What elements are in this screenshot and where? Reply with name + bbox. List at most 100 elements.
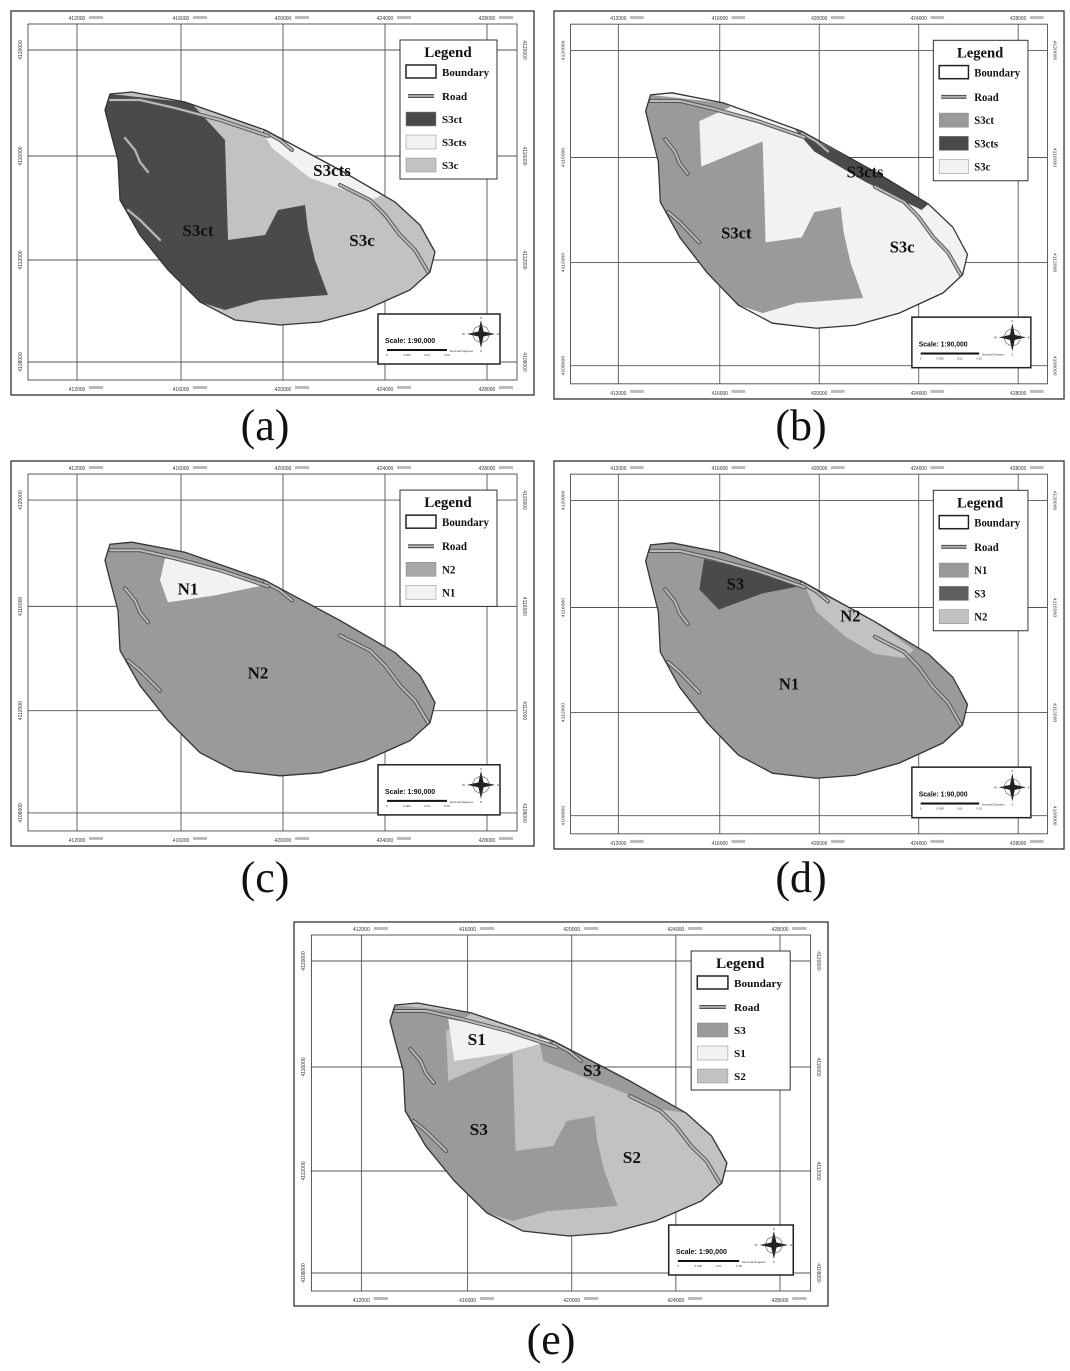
y-tick-label-right: 4112000 bbox=[521, 250, 527, 269]
suitability-zones bbox=[645, 542, 968, 779]
x-tick-label-top: 428000 bbox=[479, 16, 496, 22]
legend-swatch-boundary bbox=[938, 514, 970, 530]
legend-label: S3 bbox=[734, 1025, 746, 1037]
tick-bar bbox=[193, 466, 207, 470]
y-tick-label-left: 4108000 bbox=[561, 806, 567, 826]
x-tick-label-bottom: 412000 bbox=[69, 838, 86, 844]
compass-star bbox=[998, 323, 1026, 352]
x-tick-label-top: 420000 bbox=[811, 16, 827, 22]
map-b: 412000 412000 416000 416000 420000 420000 4240… bbox=[553, 10, 1065, 400]
y-tick-label-left: 4112000 bbox=[301, 1161, 307, 1180]
y-tick-label-left: 4116000 bbox=[561, 148, 567, 167]
zone-label: S3cts bbox=[847, 162, 884, 181]
map-a: 412000 412000 416000 416000 420000 420000 4240… bbox=[10, 10, 535, 396]
legend-label-boundary: Boundary bbox=[974, 518, 1020, 530]
map-d: 412000 412000 416000 416000 420000 420000 4240… bbox=[553, 460, 1065, 850]
road-line-inner bbox=[394, 1010, 558, 1048]
tick-bar bbox=[630, 16, 644, 20]
study-area-boundary bbox=[644, 542, 969, 779]
zone-label: S3 bbox=[470, 1120, 488, 1139]
caption-b: (b) bbox=[775, 401, 827, 450]
x-tick-label-bottom: 424000 bbox=[377, 838, 394, 844]
zone-label: S3cts bbox=[313, 161, 351, 180]
scale-bar bbox=[387, 799, 447, 802]
scale-note: Decimal Degrees bbox=[742, 1260, 766, 1264]
x-tick-label-bottom: 420000 bbox=[275, 387, 292, 393]
tick-bar bbox=[397, 386, 411, 389]
scale-unit: 0.01 bbox=[957, 807, 963, 811]
legend-swatch bbox=[938, 112, 969, 128]
tick-bar bbox=[295, 16, 309, 19]
legend-box bbox=[932, 39, 1029, 182]
compass-s: S bbox=[1011, 352, 1013, 356]
scale-text: Scale: 1:90,000 bbox=[385, 789, 435, 796]
tick-bar bbox=[930, 839, 945, 843]
y-tick-label-right: 4108000 bbox=[1051, 356, 1057, 376]
legend-label: S3cts bbox=[442, 137, 467, 149]
x-tick-label-top: 424000 bbox=[667, 927, 684, 933]
tick-bar bbox=[731, 839, 746, 843]
y-tick-label-right: 4112000 bbox=[1051, 703, 1057, 722]
tick-bar bbox=[731, 466, 746, 470]
scale-unit: 0.01 bbox=[424, 804, 430, 808]
zone-label: N1 bbox=[178, 579, 199, 598]
y-tick-label-left: 4112000 bbox=[18, 250, 24, 269]
y-tick-label-left: 4120000 bbox=[18, 40, 24, 60]
x-tick-label-top: 424000 bbox=[911, 16, 927, 22]
tick-bar bbox=[731, 16, 746, 20]
suitability-zones bbox=[105, 542, 435, 776]
legend-label-boundary: Boundary bbox=[974, 68, 1020, 80]
map-panel-a: 412000 412000 416000 416000 420000 420000 4240… bbox=[10, 10, 535, 396]
x-tick-label-top: 420000 bbox=[275, 466, 292, 472]
legend: Legend Boundary Road S3 S1 S2 bbox=[690, 950, 791, 1091]
scale-text: Scale: 1:90,000 bbox=[385, 338, 435, 345]
stream-line-inner bbox=[264, 581, 293, 602]
stream-line-inner bbox=[127, 209, 161, 241]
tick-bar bbox=[930, 389, 945, 393]
x-tick-label-bottom: 424000 bbox=[377, 387, 394, 393]
stream-line-inner bbox=[800, 582, 829, 603]
study-area-boundary bbox=[389, 1002, 728, 1237]
road-line-inner bbox=[649, 99, 806, 139]
stream-line-inner bbox=[127, 659, 161, 692]
tick-bar bbox=[89, 16, 103, 19]
tick-bar bbox=[499, 386, 513, 389]
compass-n: N bbox=[480, 316, 482, 320]
x-tick-label-top: 416000 bbox=[712, 466, 728, 472]
x-tick-label-bottom: 412000 bbox=[353, 1298, 370, 1304]
scale-bar bbox=[677, 1260, 740, 1262]
scale-unit: 0.02 bbox=[736, 1264, 742, 1268]
zone-polygon bbox=[804, 585, 914, 659]
legend-label-road: Road bbox=[734, 1002, 760, 1014]
road-line-inner bbox=[109, 549, 269, 588]
x-tick-label-bottom: 424000 bbox=[911, 391, 927, 397]
legend-title: Legend bbox=[424, 495, 472, 511]
tick-bar bbox=[193, 16, 207, 19]
y-tick-label-right: 4120000 bbox=[521, 40, 527, 60]
tick-bar bbox=[295, 836, 309, 840]
x-tick-label-bottom: 412000 bbox=[610, 841, 626, 847]
x-tick-label-top: 428000 bbox=[1010, 16, 1026, 22]
y-tick-label-left: 4116000 bbox=[18, 146, 24, 165]
tick-bar bbox=[1029, 389, 1044, 393]
x-tick-label-bottom: 412000 bbox=[69, 387, 86, 393]
compass-n: N bbox=[773, 1227, 775, 1231]
x-tick-label-bottom: 416000 bbox=[173, 387, 190, 393]
scale-unit: 0 bbox=[677, 1264, 679, 1268]
tick-bar bbox=[89, 836, 103, 840]
compass-w: W bbox=[755, 1243, 758, 1247]
scale-unit: 0.01 bbox=[957, 357, 963, 361]
legend-label: S3c bbox=[442, 160, 459, 172]
stream-line-inner bbox=[412, 1120, 448, 1152]
map-panel-c: 412000 412000 416000 416000 420000 420000 4240… bbox=[10, 460, 535, 847]
y-tick-label-left: 4116000 bbox=[561, 598, 567, 617]
tick-bar bbox=[295, 386, 309, 389]
legend-label: S3 bbox=[974, 588, 986, 600]
scale-unit: 0.01 bbox=[424, 353, 430, 357]
x-tick-label-bottom: 424000 bbox=[667, 1298, 684, 1304]
map-c: 412000 412000 416000 416000 420000 420000 4240… bbox=[10, 460, 535, 847]
legend-label-boundary: Boundary bbox=[734, 978, 782, 990]
y-tick-label-left: 4116000 bbox=[301, 1057, 307, 1076]
x-tick-label-top: 416000 bbox=[712, 16, 728, 22]
